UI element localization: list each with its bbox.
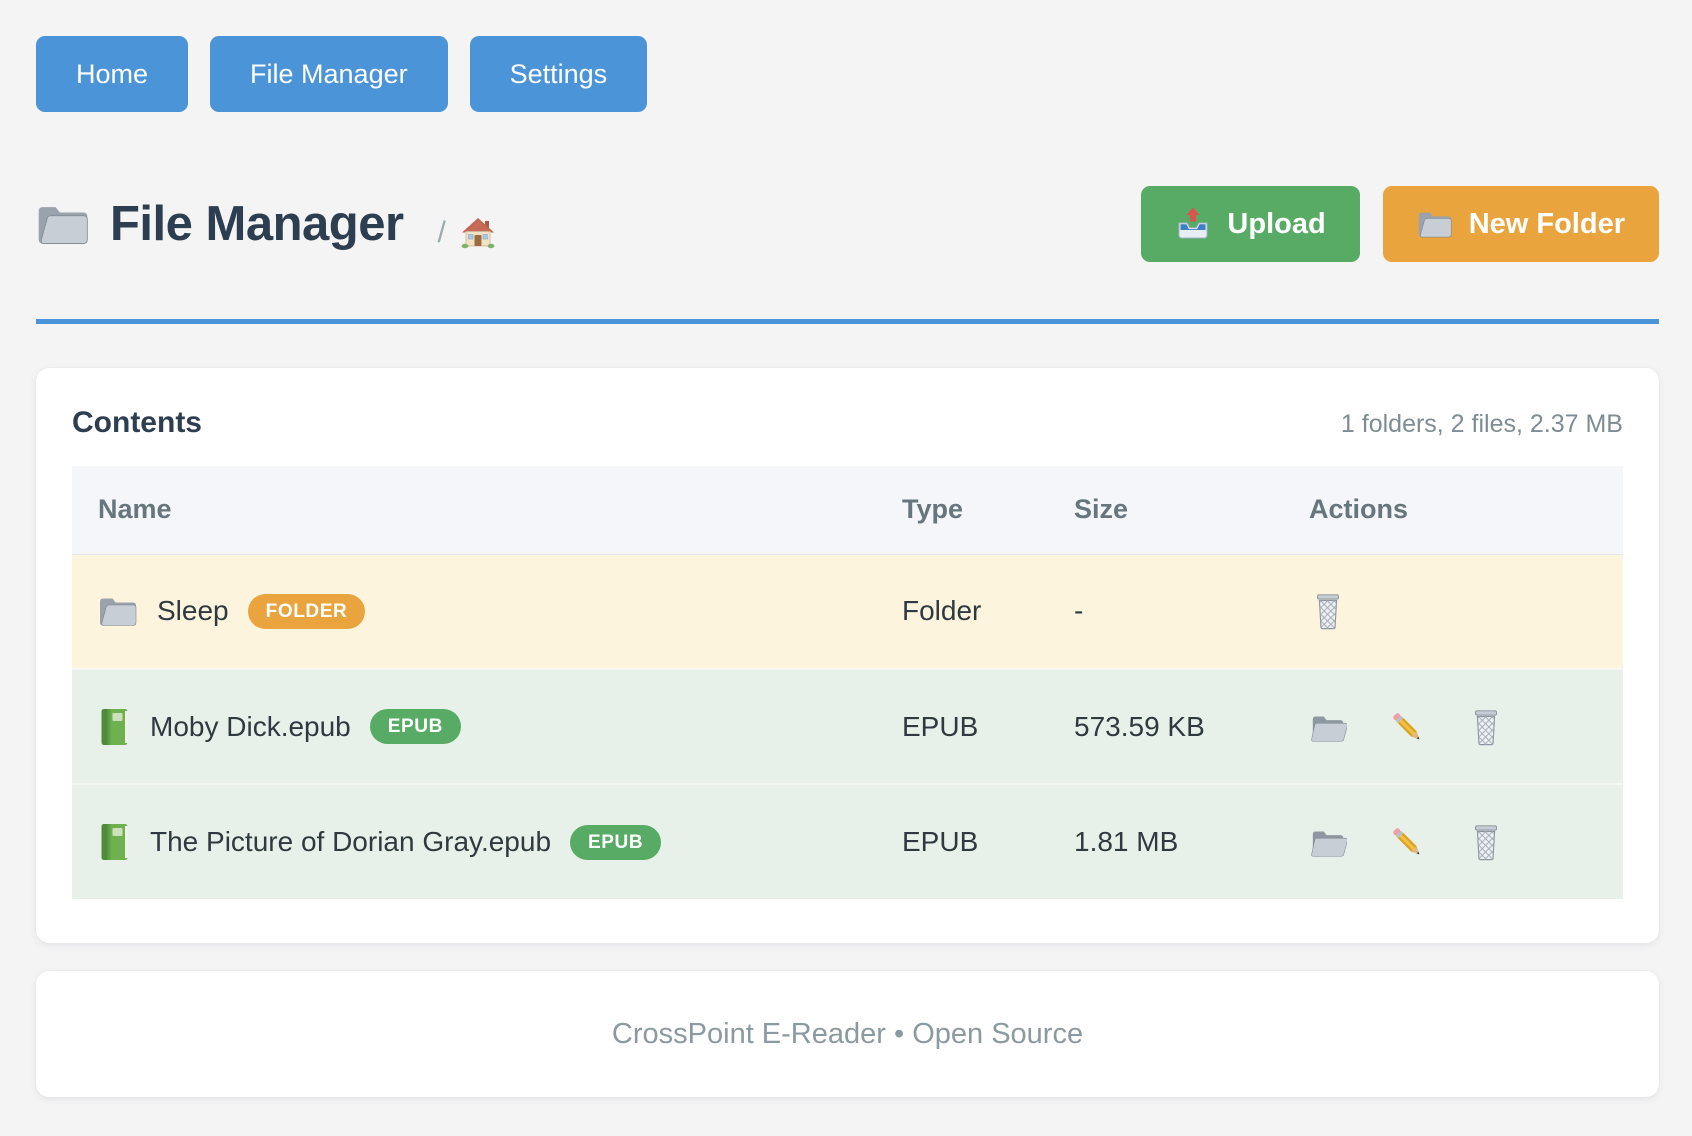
item-type: Folder — [902, 554, 1074, 669]
rename-button[interactable] — [1388, 822, 1426, 862]
files-table-header-row: Name Type Size Actions — [72, 466, 1623, 555]
top-nav: Home File Manager Settings — [36, 36, 1659, 112]
contents-summary: 1 folders, 2 files, 2.37 MB — [1340, 410, 1623, 438]
rename-button[interactable] — [1388, 707, 1426, 747]
home-icon[interactable] — [460, 216, 496, 250]
item-name: Sleep — [157, 595, 229, 627]
breadcrumb: / — [438, 216, 496, 250]
item-type: EPUB — [902, 783, 1074, 899]
upload-button-label: Upload — [1227, 207, 1326, 240]
nav-button-file-manager[interactable]: File Manager — [210, 36, 448, 112]
open-folder-icon — [1311, 831, 1348, 857]
table-row-moby-dick[interactable]: Moby Dick.epub EPUB EPUB 573.59 KB — [72, 668, 1623, 784]
delete-button[interactable] — [1309, 591, 1347, 631]
item-size: - — [1074, 554, 1309, 669]
nav-button-settings[interactable]: Settings — [469, 36, 648, 112]
upload-tray-icon — [1178, 207, 1208, 239]
footer-card: CrossPoint E-Reader • Open Source — [36, 971, 1659, 1097]
contents-card: Contents 1 folders, 2 files, 2.37 MB Nam… — [36, 368, 1659, 943]
folder-icon — [38, 207, 88, 244]
item-size: 1.81 MB — [1074, 783, 1309, 899]
table-row-sleep-folder[interactable]: Sleep FOLDER Folder - — [72, 554, 1623, 669]
column-header-actions: Actions — [1309, 466, 1623, 555]
column-header-size: Size — [1074, 466, 1309, 555]
breadcrumb-separator: / — [437, 216, 446, 249]
trash-icon — [1475, 709, 1497, 745]
move-to-folder-button[interactable] — [1309, 822, 1348, 862]
item-name: The Picture of Dorian Gray.epub — [150, 826, 552, 857]
item-name: Moby Dick.epub — [150, 710, 351, 742]
page-header: File Manager / — [36, 186, 1659, 262]
folder-icon — [1418, 212, 1452, 238]
new-folder-button[interactable]: New Folder — [1382, 186, 1659, 262]
contents-card-head: Contents 1 folders, 2 files, 2.37 MB — [72, 406, 1623, 440]
nav-button-home[interactable]: Home — [36, 36, 189, 112]
column-header-name: Name — [72, 466, 902, 555]
column-header-type: Type — [902, 466, 1074, 555]
delete-button[interactable] — [1467, 822, 1505, 862]
header-divider — [36, 319, 1659, 324]
page-title: File Manager — [110, 197, 404, 251]
table-row-dorian-gray[interactable]: The Picture of Dorian Gray.epub EPUB EPU… — [72, 783, 1623, 899]
epub-badge: EPUB — [570, 824, 662, 860]
book-icon — [101, 824, 128, 860]
header-actions: Upload New Folder — [1141, 186, 1659, 262]
pencil-icon — [1393, 712, 1420, 739]
files-table: Name Type Size Actions Sle — [72, 466, 1623, 899]
move-to-folder-button[interactable] — [1309, 707, 1348, 747]
footer-text: CrossPoint E-Reader • Open Source — [611, 1017, 1084, 1050]
book-icon — [101, 708, 128, 745]
open-folder-icon — [1311, 716, 1348, 742]
pencil-icon — [1393, 828, 1420, 855]
folder-badge: FOLDER — [247, 593, 366, 629]
title-wrap: File Manager / — [36, 196, 496, 252]
upload-button[interactable]: Upload — [1141, 186, 1360, 262]
item-type: EPUB — [902, 668, 1074, 784]
folder-icon — [100, 598, 137, 627]
epub-badge: EPUB — [369, 709, 461, 744]
delete-button[interactable] — [1467, 707, 1505, 747]
trash-icon — [1475, 825, 1497, 861]
new-folder-button-label: New Folder — [1468, 207, 1625, 240]
trash-icon — [1317, 594, 1339, 630]
contents-heading: Contents — [72, 406, 202, 439]
item-size: 573.59 KB — [1074, 668, 1309, 784]
